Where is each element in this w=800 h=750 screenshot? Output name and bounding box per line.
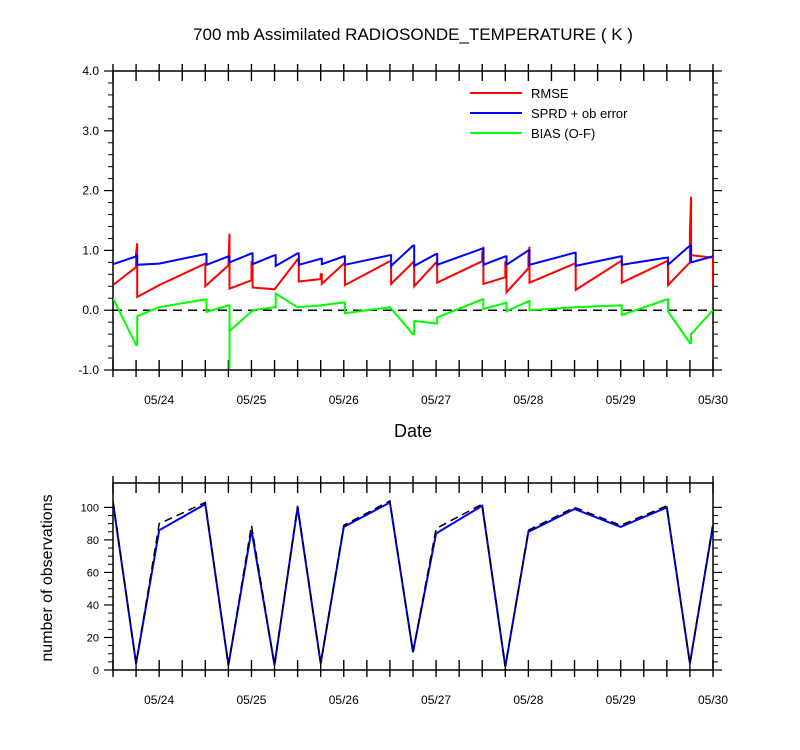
y-tick-label: 0.0 [82,303,99,317]
x-tick-label: 05/29 [606,693,636,707]
x-tick-label: 05/27 [421,393,451,407]
y-tick-label: 3.0 [82,124,99,138]
legend-entry: SPRD + ob error [531,106,628,121]
sprd-ob-error-line [113,244,713,269]
y-tick-label: 20 [87,632,99,644]
y-tick-label: 60 [87,567,99,579]
x-tick-label: 05/24 [144,393,174,407]
y-tick-label: 100 [81,502,99,514]
y-tick-label: 40 [87,600,99,612]
x-tick-label: 05/28 [513,693,543,707]
chart-title: 700 mb Assimilated RADIOSONDE_TEMPERATUR… [193,25,633,44]
x-tick-label: 05/25 [236,693,266,707]
panel-1-series [113,499,713,667]
x-tick-label: 05/30 [698,393,728,407]
top-chart-panel: 700 mb Assimilated RADIOSONDE_TEMPERATUR… [112,25,714,441]
y-axis-label: number of observations [39,494,56,661]
legend-entry: BIAS (O-F) [531,126,595,141]
x-tick-label: 05/24 [144,693,174,707]
x-tick-label: 05/29 [606,393,636,407]
panel-0-series [113,196,713,369]
panel-1-content: 0 20 40 60 80 100 05/24 05/25 05/26 05/27 05/28 05/… [81,476,728,707]
y-tick-label: 4.0 [82,64,99,78]
legend-entry: RMSE [531,86,569,101]
bias-o-f-line [113,291,713,369]
y-tick-label: 1.0 [82,243,99,257]
y-tick-label: 2.0 [82,184,99,198]
solid-obs-line [113,500,713,667]
dashed-obs-line [113,499,713,667]
x-tick-label: 05/25 [236,393,266,407]
y-tick-label: -1.0 [78,363,99,377]
y-tick-label: 80 [87,535,99,547]
x-tick-label: 05/30 [698,693,728,707]
x-tick-label: 05/27 [421,693,451,707]
y-tick-label: 0 [93,665,99,677]
x-tick-label: 05/26 [329,693,359,707]
bottom-plot-frame [112,482,714,671]
x-tick-label: 05/26 [329,393,359,407]
x-axis-label: Date [394,421,432,441]
panel-0-content: -1.0 0.0 1.0 2.0 3.0 4.0 05/24 05/25 05/26 05/27 0… [78,64,728,407]
x-tick-label: 05/28 [513,393,543,407]
